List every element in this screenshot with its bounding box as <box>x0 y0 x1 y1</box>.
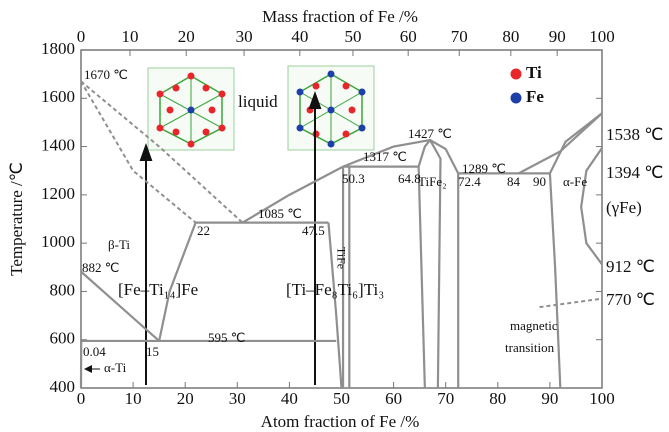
annotation: 1317 ℃ <box>363 149 407 164</box>
x-tick-label: 80 <box>489 389 506 408</box>
legend-label: Ti <box>526 63 542 82</box>
annotation: 72.4 <box>458 174 481 189</box>
annotation: 15 <box>146 344 159 359</box>
x2-axis-label: Mass fraction of Fe /% <box>262 7 418 26</box>
annotation: 1085 ℃ <box>258 206 302 221</box>
x2-tick-label: 20 <box>178 27 195 46</box>
annotation: 1670 ℃ <box>84 67 128 82</box>
x2-tick-label: 90 <box>549 27 566 46</box>
annotation: TiFe₂ <box>418 174 447 189</box>
annotation: liquid <box>238 92 278 111</box>
annotation: 595 ℃ <box>208 330 245 345</box>
annotation: [Fe–Ti₁₄]Fe <box>118 280 198 299</box>
annotation: 1427 ℃ <box>408 126 452 141</box>
x-tick-label: 70 <box>437 389 454 408</box>
y-tick-label: 1200 <box>41 184 75 203</box>
x-tick-label: 0 <box>77 389 86 408</box>
x2-tick-label: 60 <box>400 27 417 46</box>
annotation: transition <box>505 340 555 355</box>
phase-boundary <box>581 148 602 264</box>
x-tick-label: 20 <box>177 389 194 408</box>
crystal-fe8ti6 <box>288 66 374 150</box>
annotation: 84 <box>507 174 521 189</box>
phase-boundary <box>550 173 560 388</box>
x-tick-label: 60 <box>385 389 402 408</box>
x-tick-label: 50 <box>333 389 350 408</box>
x-tick-label: 30 <box>229 389 246 408</box>
x2-tick-label: 100 <box>589 27 615 46</box>
annotation: 912 ℃ <box>606 257 655 276</box>
annotation: 47.5 <box>302 223 325 238</box>
annotation: α-Fe <box>563 174 587 189</box>
y-tick-label: 400 <box>50 377 76 396</box>
x2-tick-label: 70 <box>451 27 468 46</box>
y-tick-label: 1400 <box>41 135 75 154</box>
phase-boundary <box>550 113 602 173</box>
x-tick-label: 40 <box>281 389 298 408</box>
x-tick-label: 100 <box>589 389 615 408</box>
x2-tick-label: 80 <box>502 27 519 46</box>
annotation: 22 <box>197 223 210 238</box>
legend-label: Fe <box>526 87 544 106</box>
annotation: TiFe <box>334 247 348 269</box>
y-tick-label: 800 <box>50 280 76 299</box>
annotation: [Ti–Fe₈Ti₆]Ti₃ <box>286 280 384 299</box>
crystal-ti14fe <box>148 68 234 150</box>
x-tick-label: 10 <box>125 389 142 408</box>
annotation: 882 ℃ <box>82 260 119 275</box>
annotation: 1394 ℃ <box>606 163 663 182</box>
x-axis-label: Atom fraction of Fe /% <box>261 412 420 431</box>
y-axis-label: Temperature /℃ <box>7 162 26 276</box>
annotation: (γFe) <box>606 198 642 217</box>
chart: Mass fraction of Fe /% Atom fraction of … <box>0 0 669 432</box>
annotation: 1538 ℃ <box>606 125 663 144</box>
y-tick-label: 1800 <box>41 39 75 58</box>
annotation: 90 <box>533 174 546 189</box>
y-tick-label: 1600 <box>41 87 75 106</box>
annotation: 50.3 <box>342 171 365 186</box>
annotation: β-Ti <box>108 237 130 252</box>
x2-tick-label: 50 <box>344 27 361 46</box>
legend-marker <box>511 69 522 80</box>
phase-boundary <box>419 167 425 388</box>
y-tick-label: 1000 <box>41 232 75 251</box>
x2-tick-label: 40 <box>291 27 308 46</box>
x2-tick-label: 10 <box>121 27 138 46</box>
annotation: 770 ℃ <box>606 290 655 309</box>
y-tick-label: 600 <box>50 329 76 348</box>
x2-tick-label: 30 <box>236 27 253 46</box>
annotation: 0.04 <box>83 344 106 359</box>
x2-tick-label: 0 <box>77 27 86 46</box>
legend-marker <box>511 93 522 104</box>
phase-boundary <box>419 140 430 167</box>
x-tick-label: 90 <box>541 389 558 408</box>
phase-boundary <box>539 299 602 307</box>
annotation: α-Ti <box>104 360 127 375</box>
annotation: magnetic <box>510 318 558 333</box>
